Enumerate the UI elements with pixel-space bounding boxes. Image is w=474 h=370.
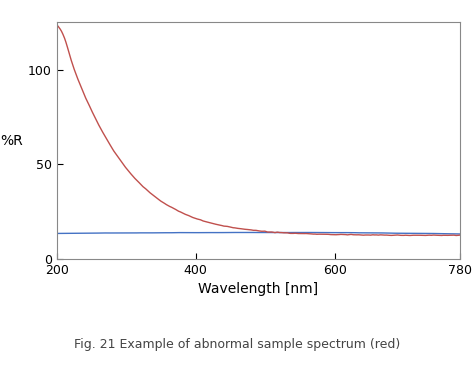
X-axis label: Wavelength [nm]: Wavelength [nm] [198,282,319,296]
Text: Fig. 21 Example of abnormal sample spectrum (red): Fig. 21 Example of abnormal sample spect… [74,337,400,351]
Y-axis label: %R: %R [0,134,23,148]
